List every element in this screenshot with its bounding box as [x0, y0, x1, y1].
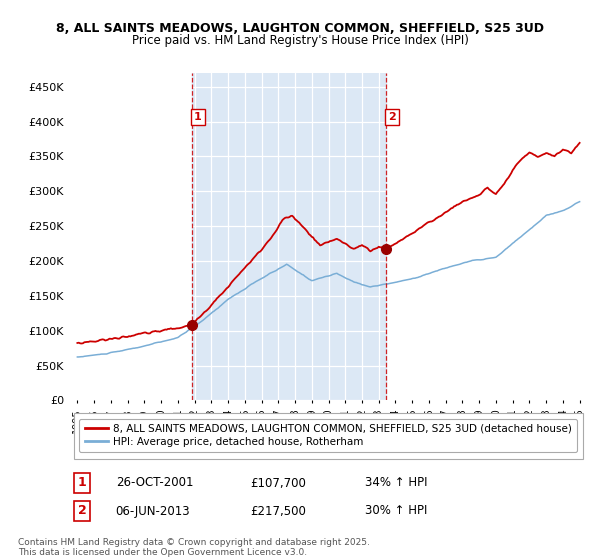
Text: 8, ALL SAINTS MEADOWS, LAUGHTON COMMON, SHEFFIELD, S25 3UD: 8, ALL SAINTS MEADOWS, LAUGHTON COMMON, …: [56, 22, 544, 35]
Text: 34% ↑ HPI: 34% ↑ HPI: [365, 477, 427, 489]
Text: 1: 1: [77, 477, 86, 489]
Text: 2: 2: [77, 505, 86, 517]
Text: 2: 2: [388, 112, 396, 122]
Text: 06-JUN-2013: 06-JUN-2013: [116, 505, 190, 517]
Text: Price paid vs. HM Land Registry's House Price Index (HPI): Price paid vs. HM Land Registry's House …: [131, 34, 469, 46]
Text: £217,500: £217,500: [251, 505, 307, 517]
Text: 26-OCT-2001: 26-OCT-2001: [116, 477, 193, 489]
Text: £107,700: £107,700: [251, 477, 307, 489]
Legend: 8, ALL SAINTS MEADOWS, LAUGHTON COMMON, SHEFFIELD, S25 3UD (detached house), HPI: 8, ALL SAINTS MEADOWS, LAUGHTON COMMON, …: [79, 419, 577, 452]
Text: Contains HM Land Registry data © Crown copyright and database right 2025.
This d: Contains HM Land Registry data © Crown c…: [18, 538, 370, 557]
Bar: [191, 73, 386, 400]
FancyBboxPatch shape: [74, 413, 583, 459]
Text: 30% ↑ HPI: 30% ↑ HPI: [365, 505, 427, 517]
Text: 1: 1: [194, 112, 202, 122]
